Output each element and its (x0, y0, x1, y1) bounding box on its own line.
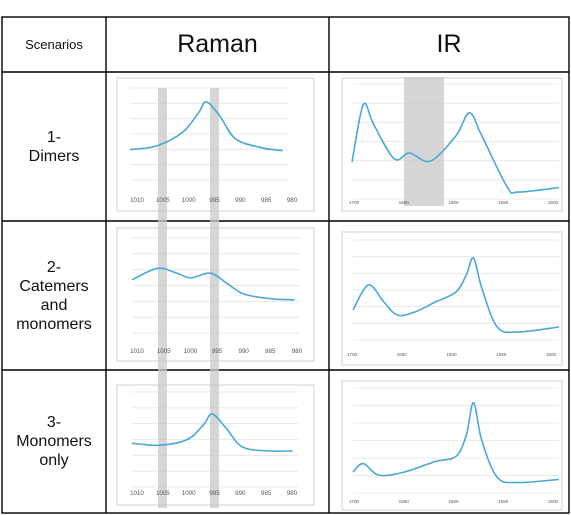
raman-dimers-tick-label: 995 (209, 197, 220, 204)
ir-catemers-panel-frame (341, 231, 563, 366)
ir-monomers-tick-label: 1500 (548, 499, 559, 504)
raman-dimers-spectrum-line (129, 101, 283, 152)
row-label-monomers-only: 3- Monomers only (2, 370, 106, 513)
ir-catemers-tick-label: 1700 (347, 352, 358, 357)
ir-catemers-spectrum-line (352, 257, 560, 334)
ir-catemers-tick-label: 1500 (546, 352, 557, 357)
ir-catemers-tick-label: 1650 (397, 352, 408, 357)
ir-dimers-tick-label: 1650 (399, 200, 410, 205)
raman-band-1005 (158, 88, 167, 508)
axis-ticks: 1010 1005 1000 995 990 985 980 1700 1650 1600 1550… (130, 197, 558, 504)
ir-catemers-tick-label: 1550 (496, 352, 507, 357)
row-1-number: 1- (46, 128, 62, 146)
ir-monomers-tick-label: 1550 (498, 499, 509, 504)
raman-monomers-tick-label: 1005 (156, 490, 170, 497)
raman-monomers-tick-label: 985 (261, 490, 272, 497)
ir-dimers-tick-label: 1600 (448, 200, 459, 205)
raman-catemers-tick-label: 1005 (157, 348, 171, 355)
raman-monomers-spectrum-line (131, 413, 293, 452)
row-2-monomers: monomers (16, 315, 92, 333)
raman-catemers-tick-label: 985 (265, 348, 276, 355)
row-3-only: only (39, 452, 69, 469)
header-ir-text: IR (436, 30, 462, 58)
ir-dimers-tick-label: 1550 (498, 200, 509, 205)
table-borders (1, 16, 570, 514)
raman-dimers-tick-label: 985 (261, 197, 272, 204)
row-2-number: 2- (46, 258, 62, 276)
row-label-dimers: 1- Dimers (2, 72, 106, 221)
ir-dimers-tick-label: 1700 (349, 200, 360, 205)
raman-catemers-tick-label: 995 (212, 348, 223, 355)
ir-band-dimers (404, 77, 444, 206)
raman-catemers-tick-label: 1000 (183, 348, 197, 355)
raman-monomers-tick-label: 980 (287, 490, 298, 497)
ir-monomers-tick-label: 1700 (349, 499, 360, 504)
header-scenarios: Scenarios (2, 17, 106, 72)
chart-panels (116, 77, 563, 511)
row-3-name: Monomers (16, 433, 92, 450)
header-scenarios-text: Scenarios (25, 37, 83, 52)
ir-dimers-panel-frame (341, 77, 563, 212)
raman-band-995 (210, 88, 219, 508)
ir-dimers-tick-label: 1500 (548, 200, 559, 205)
raman-dimers-tick-label: 980 (287, 197, 298, 204)
row-1-name: Dimers (28, 147, 80, 165)
header-raman: Raman (106, 17, 329, 72)
ir-monomers-spectrum-line (352, 401, 560, 484)
ir-catemers-tick-label: 1600 (446, 352, 457, 357)
raman-dimers-tick-label: 990 (235, 197, 246, 204)
raman-monomers-tick-label: 995 (209, 490, 220, 497)
raman-monomers-tick-label: 1010 (130, 490, 144, 497)
raman-dimers-tick-label: 1010 (130, 197, 144, 204)
raman-dimers-tick-label: 1005 (156, 197, 170, 204)
spectrum-curves (129, 101, 560, 484)
highlight-bands (158, 77, 444, 508)
raman-dimers-tick-label: 1000 (182, 197, 196, 204)
raman-catemers-spectrum-line (131, 267, 295, 301)
raman-catemers-tick-label: 980 (292, 348, 303, 355)
raman-monomers-tick-label: 1000 (182, 490, 196, 497)
raman-catemers-tick-label: 1010 (130, 348, 144, 355)
row-2-and: and (40, 296, 68, 314)
ir-monomers-tick-label: 1600 (448, 499, 459, 504)
row-label-catemers: 2- Catemers and monomers (2, 221, 106, 370)
header-raman-text: Raman (177, 30, 258, 58)
row-3-number: 3- (46, 414, 62, 431)
ir-dimers-spectrum-line (351, 102, 560, 195)
ir-monomers-tick-label: 1650 (399, 499, 410, 504)
header-ir: IR (329, 17, 569, 72)
row-2-name: Catemers (19, 277, 89, 295)
raman-catemers-tick-label: 990 (239, 348, 250, 355)
raman-monomers-tick-label: 990 (235, 490, 246, 497)
ir-monomers-panel-frame (341, 380, 563, 511)
